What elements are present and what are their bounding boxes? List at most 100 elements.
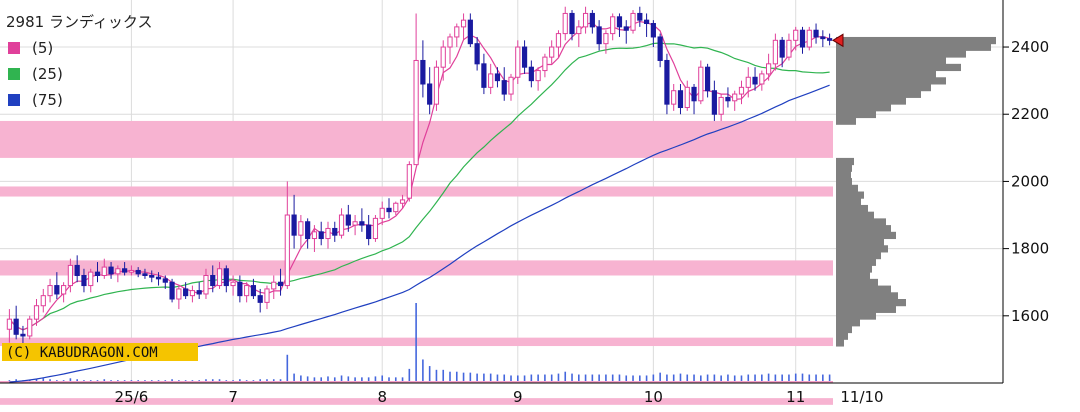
candle-body (142, 273, 148, 276)
watermark: (C) KABUDRAGON.COM (2, 343, 198, 361)
candle-body (386, 207, 392, 213)
candle-body (501, 80, 507, 95)
candle-body (671, 90, 677, 105)
volume-profile-bar (836, 231, 896, 240)
volume-bar (503, 374, 506, 383)
volume-bar (422, 359, 424, 383)
candle-body (47, 285, 53, 297)
candle-body (549, 46, 555, 58)
price-axis: 1600 1800 2000 2200 2400 (0, 0, 1049, 384)
candle-body (420, 59, 426, 85)
volume-bar (408, 368, 411, 383)
volume-profile-bar (836, 325, 852, 334)
volume-bar (354, 377, 356, 383)
candle-body (135, 269, 141, 275)
chart-title: 2981 ランディックス (6, 13, 152, 31)
candle-body (481, 63, 487, 88)
candle-body (101, 266, 107, 276)
volume-bar (476, 373, 478, 383)
candle-body (399, 199, 406, 204)
ma25-line (8, 42, 830, 331)
date-tick-label: 25/6 (115, 388, 149, 406)
volume-profile-bar (836, 191, 864, 199)
volume-bar (367, 377, 370, 383)
candle-body (13, 318, 19, 335)
price-tick-label: 2400 (1011, 38, 1049, 56)
volume-bar (591, 374, 594, 383)
candle-body (332, 227, 338, 236)
candle-body (643, 19, 650, 25)
volume-profile-bar (836, 178, 852, 186)
volume-bar (652, 374, 655, 383)
volume-bar (632, 375, 634, 383)
volume-bar (42, 378, 45, 383)
candle-body (413, 59, 419, 166)
candle-body (352, 221, 358, 226)
candle-body (203, 274, 209, 295)
candle-body (393, 202, 399, 213)
volume-bar (516, 375, 519, 383)
current-date-label: 11/10 (840, 388, 883, 406)
candle-body (454, 26, 460, 38)
legend-label-ma25: (25) (32, 65, 63, 83)
candle-body (569, 12, 575, 35)
candle-body (359, 221, 365, 226)
candle-body (427, 83, 433, 105)
volume-bar (306, 376, 309, 383)
volume-bar (455, 371, 458, 383)
candle-body (637, 12, 643, 21)
candle-body (81, 274, 87, 287)
volume-profile-bar (836, 305, 896, 313)
candle-body (237, 281, 243, 297)
volume-bar (828, 374, 831, 383)
volume-profile-bar (836, 110, 876, 119)
candle-body (338, 214, 345, 236)
volume-bar (469, 372, 472, 383)
volume-bar (537, 374, 539, 383)
candle-body (122, 268, 128, 273)
volume-bar (286, 354, 289, 383)
candle-body (250, 285, 257, 297)
candlesticks (6, 6, 833, 347)
candle-body (128, 269, 135, 273)
volume-bar (428, 366, 431, 383)
volume-bar (361, 377, 363, 383)
volume-profile (836, 36, 996, 347)
candle-body (786, 39, 792, 58)
date-tick-label: 11 (786, 388, 805, 406)
volume-profile-bar (836, 251, 881, 260)
candle-body (345, 214, 351, 226)
candle-body (169, 281, 175, 300)
volume-bar (693, 374, 695, 383)
candle-body (379, 207, 385, 219)
volume-bar (557, 373, 560, 383)
volume-bar (740, 375, 743, 383)
volume-bar (815, 374, 817, 383)
volume-bar (530, 374, 533, 383)
watermark-background (2, 343, 198, 361)
volume-profile-bar (836, 312, 876, 320)
candle-body (40, 295, 46, 307)
candle-body (115, 268, 121, 275)
volume-profile-bar (836, 43, 991, 51)
candle-body (542, 56, 548, 72)
candle-body (372, 217, 379, 240)
volume-bar (666, 374, 668, 383)
candle-body (271, 281, 277, 290)
candle-body (488, 73, 494, 88)
candle-body (650, 23, 656, 38)
candle-body (467, 19, 473, 45)
candle-body (67, 264, 73, 287)
candle-body (216, 268, 223, 287)
resistance-band (0, 186, 833, 197)
candle-body (311, 231, 318, 240)
volume-profile-bar (836, 117, 856, 125)
volume-profile-bar (836, 332, 848, 340)
volume-bar (564, 371, 567, 383)
volume-bar (293, 373, 295, 383)
candle-body (494, 73, 501, 82)
volume-bar (618, 374, 621, 383)
candle-body (230, 281, 236, 287)
volume-bar (727, 374, 729, 383)
candle-body (223, 268, 229, 287)
